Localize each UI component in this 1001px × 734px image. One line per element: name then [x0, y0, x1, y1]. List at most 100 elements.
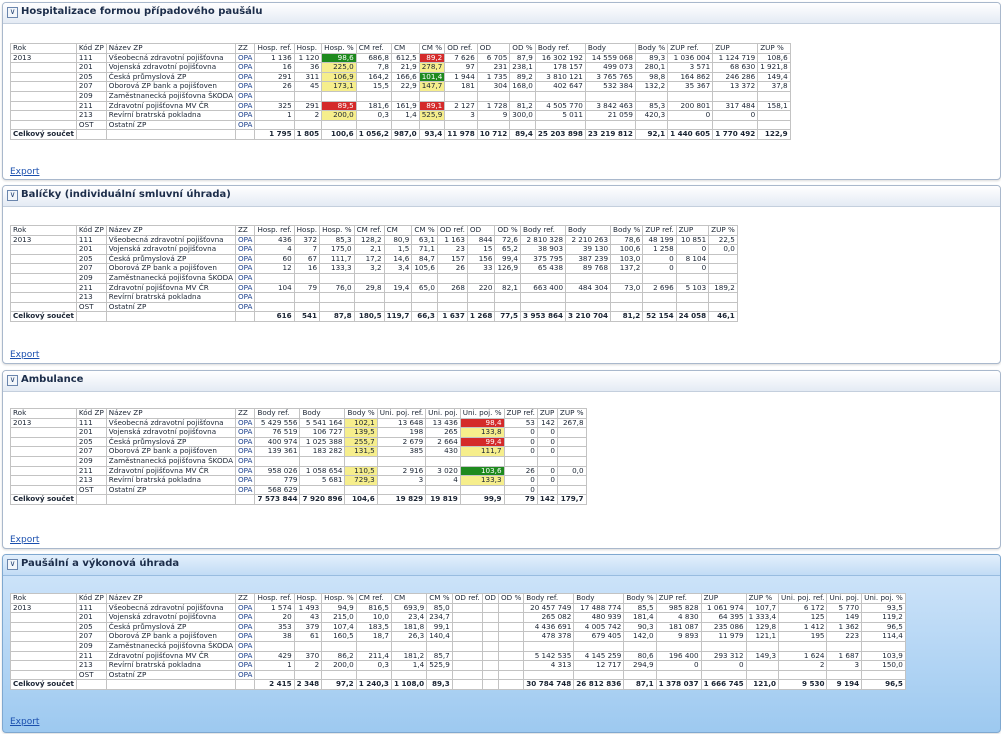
column-header[interactable]: Hosp.: [293, 43, 323, 54]
column-header[interactable]: Rok: [10, 408, 77, 419]
column-header[interactable]: Body %: [634, 43, 669, 54]
column-header[interactable]: OD: [476, 43, 511, 54]
column-header[interactable]: Název ZP: [105, 225, 237, 236]
column-header[interactable]: Název ZP: [105, 593, 237, 604]
column-header[interactable]: ZZ: [234, 593, 256, 604]
column-header[interactable]: CM: [383, 225, 413, 236]
column-header[interactable]: Hosp. %: [319, 225, 355, 236]
section-header[interactable]: ∨ Hospitalizace formou případového paušá…: [3, 3, 1000, 24]
column-header[interactable]: CM %: [426, 593, 453, 604]
column-header[interactable]: Uni. poj.: [425, 408, 461, 419]
export-link[interactable]: Export: [10, 717, 40, 727]
column-header[interactable]: Hosp. %: [321, 593, 357, 604]
table-cell: 294,9: [623, 660, 657, 671]
column-header[interactable]: Hosp. ref.: [254, 593, 295, 604]
column-header[interactable]: Rok: [10, 225, 77, 236]
column-header[interactable]: Uni. poj. ref.: [376, 408, 427, 419]
column-header[interactable]: Rok: [10, 43, 77, 54]
column-header[interactable]: OD: [466, 225, 496, 236]
column-header[interactable]: ZUP %: [745, 593, 780, 604]
column-header[interactable]: Uni. poj. %: [861, 593, 906, 604]
column-header[interactable]: Body ref.: [254, 408, 301, 419]
column-header[interactable]: OD %: [497, 593, 525, 604]
column-header[interactable]: OD ref.: [451, 593, 483, 604]
column-header[interactable]: CM ref.: [355, 593, 392, 604]
column-header[interactable]: ZZ: [234, 43, 256, 54]
column-header[interactable]: Body: [299, 408, 346, 419]
column-header[interactable]: Body %: [610, 225, 644, 236]
table-cell: [642, 292, 677, 303]
total-cell: [451, 679, 483, 690]
column-header[interactable]: Body ref.: [534, 43, 586, 54]
column-header[interactable]: Kód ZP: [75, 43, 107, 54]
table-cell: [10, 427, 77, 438]
column-header[interactable]: Body: [584, 43, 636, 54]
collapse-chevron-icon[interactable]: ∨: [7, 190, 18, 201]
export-link[interactable]: Export: [10, 535, 40, 545]
column-header[interactable]: Název ZP: [105, 408, 237, 419]
section-header[interactable]: ∨ Paušální a výkonová úhrada: [3, 555, 1000, 576]
column-header[interactable]: ZUP %: [708, 225, 738, 236]
column-header[interactable]: CM: [390, 43, 420, 54]
column-header[interactable]: ZUP ref.: [503, 408, 538, 419]
total-cell: 66,3: [411, 311, 438, 322]
column-header[interactable]: CM ref.: [355, 43, 392, 54]
collapse-chevron-icon[interactable]: ∨: [7, 375, 18, 386]
column-header[interactable]: ZUP %: [757, 43, 791, 54]
table-cell: [425, 455, 461, 467]
column-header[interactable]: Body: [573, 593, 625, 604]
column-header[interactable]: Kód ZP: [75, 408, 107, 419]
column-header[interactable]: Body %: [344, 408, 378, 419]
column-header[interactable]: Uni. poj.: [826, 593, 863, 604]
column-header[interactable]: Uni. poj. ref.: [778, 593, 828, 604]
column-header[interactable]: ZUP ref.: [655, 593, 702, 604]
total-cell: 180,5: [353, 311, 385, 322]
column-header[interactable]: CM %: [418, 43, 446, 54]
column-header[interactable]: Kód ZP: [75, 593, 107, 604]
table-cell: 175,0: [319, 244, 355, 255]
column-header[interactable]: OD %: [494, 225, 522, 236]
column-header[interactable]: Body ref.: [523, 593, 575, 604]
column-header[interactable]: CM %: [411, 225, 438, 236]
column-header[interactable]: Uni. poj. %: [459, 408, 505, 419]
column-header[interactable]: Body ref.: [520, 225, 567, 236]
column-header[interactable]: OD %: [509, 43, 536, 54]
column-header[interactable]: ZUP: [712, 43, 759, 54]
table-cell: [383, 272, 413, 284]
column-header[interactable]: Rok: [10, 593, 77, 604]
column-header[interactable]: CM: [390, 593, 428, 604]
collapse-chevron-icon[interactable]: ∨: [7, 7, 18, 18]
column-header[interactable]: ZUP: [536, 408, 558, 419]
table-row: 201 Vojenská zdravotní pojišťovna OPA 4 7 175…: [10, 244, 738, 255]
column-header[interactable]: ZZ: [234, 408, 256, 419]
column-header[interactable]: ZUP: [700, 593, 747, 604]
column-header[interactable]: Hosp. ref.: [254, 43, 295, 54]
table-cell: 139 361: [254, 446, 301, 457]
column-header[interactable]: ZZ: [234, 225, 256, 236]
table-cell: [778, 640, 828, 652]
column-header[interactable]: ZUP %: [556, 408, 587, 419]
column-header[interactable]: Hosp. %: [321, 43, 357, 54]
column-header[interactable]: Body: [565, 225, 612, 236]
column-header[interactable]: CM ref.: [353, 225, 385, 236]
column-header[interactable]: ZUP ref.: [642, 225, 677, 236]
total-cell: 89,3: [426, 679, 453, 690]
table-cell: [444, 90, 478, 102]
column-header[interactable]: Body %: [623, 593, 657, 604]
column-header[interactable]: Kód ZP: [75, 225, 107, 236]
table-cell: [497, 612, 525, 623]
column-header[interactable]: OD: [481, 593, 499, 604]
section-header[interactable]: ∨ Balíčky (individuální smluvní úhrada): [3, 186, 1000, 207]
export-link[interactable]: Export: [10, 350, 40, 360]
column-header[interactable]: Název ZP: [105, 43, 237, 54]
column-header[interactable]: OD ref.: [444, 43, 478, 54]
section-header[interactable]: ∨ Ambulance: [3, 371, 1000, 392]
column-header[interactable]: Hosp.: [293, 225, 321, 236]
export-link[interactable]: Export: [10, 167, 40, 177]
column-header[interactable]: Hosp.: [293, 593, 323, 604]
column-header[interactable]: Hosp. ref.: [254, 225, 295, 236]
column-header[interactable]: OD ref.: [436, 225, 468, 236]
column-header[interactable]: ZUP ref.: [667, 43, 714, 54]
collapse-chevron-icon[interactable]: ∨: [7, 559, 18, 570]
column-header[interactable]: ZUP: [675, 225, 710, 236]
